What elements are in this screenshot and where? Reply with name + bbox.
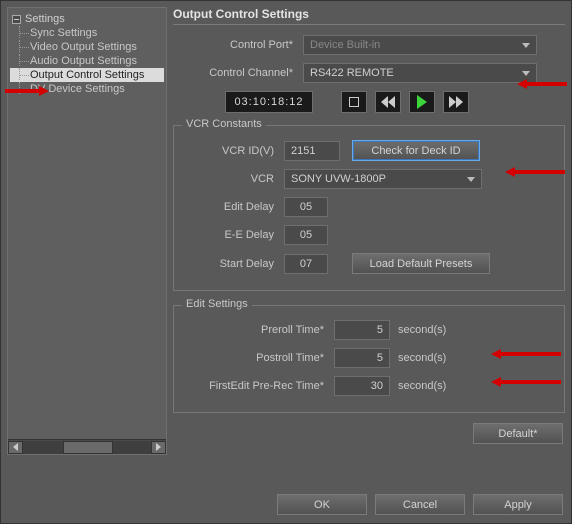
transport-controls: 03:10:18:12: [225, 91, 565, 113]
vcr-select[interactable]: SONY UVW-1800P: [284, 169, 482, 189]
edit-delay-label: Edit Delay: [184, 201, 284, 213]
tree-item-output-control-settings[interactable]: Output Control Settings: [10, 68, 164, 82]
start-delay-label: Start Delay: [184, 258, 284, 270]
default-button[interactable]: Default*: [473, 423, 563, 444]
fast-forward-icon: [449, 96, 463, 108]
cancel-button[interactable]: Cancel: [375, 494, 465, 515]
apply-button[interactable]: Apply: [473, 494, 563, 515]
load-default-presets-button[interactable]: Load Default Presets: [352, 253, 490, 274]
tree-item-dv-device-settings[interactable]: DV Device Settings: [10, 82, 164, 96]
play-icon: [417, 95, 427, 109]
panel-title: Output Control Settings: [173, 7, 565, 25]
check-deck-id-button[interactable]: Check for Deck ID: [352, 140, 480, 161]
vcr-constants-title: VCR Constants: [182, 118, 266, 130]
fast-forward-button[interactable]: [443, 91, 469, 113]
seconds-suffix: second(s): [398, 380, 446, 392]
tree-item-audio-output-settings[interactable]: Audio Output Settings: [10, 54, 164, 68]
rewind-button[interactable]: [375, 91, 401, 113]
vcr-constants-group: VCR Constants VCR ID(V) Check for Deck I…: [173, 125, 565, 291]
tree-item-video-output-settings[interactable]: Video Output Settings: [10, 40, 164, 54]
ok-button[interactable]: OK: [277, 494, 367, 515]
ee-delay-input[interactable]: [284, 225, 328, 245]
edit-settings-group: Edit Settings Preroll Time* second(s) Po…: [173, 305, 565, 413]
sidebar-scrollbar[interactable]: [8, 439, 166, 454]
chevron-down-icon: [522, 71, 530, 76]
scroll-track[interactable]: [23, 441, 151, 454]
main-panel: Output Control Settings Control Port* De…: [173, 7, 565, 455]
seconds-suffix: second(s): [398, 324, 446, 336]
timecode-display: 03:10:18:12: [225, 91, 313, 113]
chevron-down-icon: [467, 177, 475, 182]
rewind-icon: [381, 96, 395, 108]
seconds-suffix: second(s): [398, 352, 446, 364]
edit-settings-title: Edit Settings: [182, 298, 252, 310]
chevron-left-icon: [13, 443, 18, 451]
vcr-id-input[interactable]: [284, 141, 340, 161]
stop-icon: [349, 97, 359, 107]
dialog-buttons: OK Cancel Apply: [277, 494, 563, 515]
preroll-label: Preroll Time*: [184, 324, 334, 336]
chevron-down-icon: [522, 43, 530, 48]
scroll-right-button[interactable]: [151, 441, 166, 454]
vcr-select-label: VCR: [184, 173, 284, 185]
scroll-left-button[interactable]: [8, 441, 23, 454]
stop-button[interactable]: [341, 91, 367, 113]
ee-delay-label: E-E Delay: [184, 229, 284, 241]
vcr-id-label: VCR ID(V): [184, 145, 284, 157]
play-button[interactable]: [409, 91, 435, 113]
tree-item-sync-settings[interactable]: Sync Settings: [10, 26, 164, 40]
scroll-thumb[interactable]: [63, 441, 113, 454]
control-channel-select[interactable]: RS422 REMOTE: [303, 63, 537, 83]
start-delay-input[interactable]: [284, 254, 328, 274]
control-port-select[interactable]: Device Built-in: [303, 35, 537, 55]
firstedit-input[interactable]: [334, 376, 390, 396]
chevron-right-icon: [156, 443, 161, 451]
preroll-input[interactable]: [334, 320, 390, 340]
tree-root-label: Settings: [25, 13, 65, 25]
settings-tree: Settings Sync Settings Video Output Sett…: [7, 7, 167, 455]
firstedit-label: FirstEdit Pre-Rec Time*: [184, 380, 334, 392]
control-port-label: Control Port*: [173, 39, 303, 51]
collapse-icon[interactable]: [12, 15, 21, 24]
control-channel-label: Control Channel*: [173, 67, 303, 79]
postroll-input[interactable]: [334, 348, 390, 368]
tree-root-settings[interactable]: Settings: [10, 12, 164, 26]
edit-delay-input[interactable]: [284, 197, 328, 217]
postroll-label: Postroll Time*: [184, 352, 334, 364]
